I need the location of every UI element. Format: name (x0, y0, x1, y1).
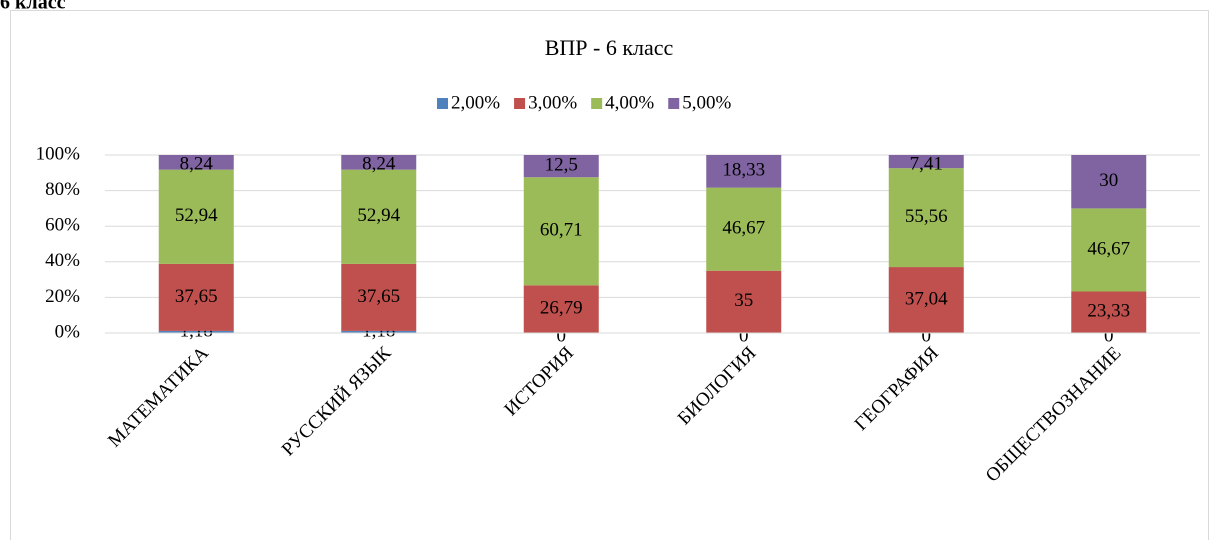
data-label: 30 (1099, 170, 1118, 191)
heading: 6 класс (0, 0, 66, 14)
legend-swatch (437, 98, 448, 109)
data-label: 8,24 (362, 153, 396, 174)
legend-label: 4,00% (605, 92, 654, 113)
data-label: 60,71 (540, 220, 583, 241)
bar-segment (523, 155, 599, 178)
data-label: 12,5 (545, 154, 578, 175)
data-label: 0 (922, 325, 932, 346)
data-label: 46,67 (1087, 238, 1130, 259)
x-tick-label: ГЕОГРАФИЯ (851, 343, 943, 435)
x-tick-label: ИСТОРИЯ (500, 343, 578, 421)
y-tick-label: 100% (36, 143, 81, 164)
data-label: 37,04 (905, 288, 948, 309)
legend-label: 2,00% (451, 92, 500, 113)
data-label: 23,33 (1087, 301, 1130, 322)
bar-segment (341, 169, 417, 264)
data-label: 55,56 (905, 206, 948, 227)
data-label: 35 (734, 290, 753, 311)
data-label: 46,67 (722, 218, 765, 239)
bar-segment (158, 330, 234, 333)
bar-segment (341, 154, 417, 170)
data-label: 37,65 (357, 286, 400, 307)
bar-segment (1071, 208, 1147, 292)
bar-segment (888, 267, 964, 333)
data-label: 8,24 (180, 153, 214, 174)
data-label: 26,79 (540, 298, 583, 319)
y-tick-label: 80% (45, 179, 80, 200)
bar-segment (1071, 291, 1147, 333)
legend-swatch (514, 98, 526, 109)
bar-segment (706, 155, 782, 188)
bar-segment (888, 154, 964, 169)
bar-segment (158, 169, 234, 264)
legend-swatch (591, 98, 603, 109)
data-label: 37,65 (175, 286, 218, 307)
chart-frame (10, 10, 1209, 545)
bar-segment (523, 177, 599, 286)
y-tick-label: 0% (55, 321, 81, 342)
legend-label: 3,00% (528, 92, 577, 113)
data-label: 0 (557, 325, 567, 346)
bar-segment (706, 270, 782, 333)
chart-title: ВПР - 6 класс (545, 35, 674, 60)
bar-segment (158, 263, 234, 331)
x-tick-label: МАТЕМАТИКА (104, 343, 213, 452)
bar-segment (1071, 155, 1147, 209)
data-label: 0 (1104, 325, 1114, 346)
x-tick-label: РУССКИЙ ЯЗЫК (278, 343, 396, 461)
data-label: 52,94 (357, 205, 400, 226)
data-label: 18,33 (722, 160, 765, 181)
y-tick-label: 60% (45, 215, 80, 236)
bar-segment (341, 330, 417, 333)
data-label: 52,94 (175, 205, 218, 226)
legend-label: 5,00% (682, 92, 731, 113)
x-tick-label: ОБЩЕСТВОЗНАНИЕ (982, 343, 1126, 487)
y-tick-label: 40% (45, 250, 80, 271)
data-label: 7,41 (910, 153, 943, 174)
bar-segment (158, 154, 234, 170)
bar-segment (706, 187, 782, 271)
bar-segment (523, 285, 599, 333)
x-tick-label: БИОЛОГИЯ (674, 343, 761, 430)
bar-segment (888, 168, 964, 268)
data-label: 0 (739, 325, 749, 346)
legend-swatch (668, 98, 680, 109)
y-tick-label: 20% (45, 286, 80, 307)
bar-segment (341, 263, 417, 331)
